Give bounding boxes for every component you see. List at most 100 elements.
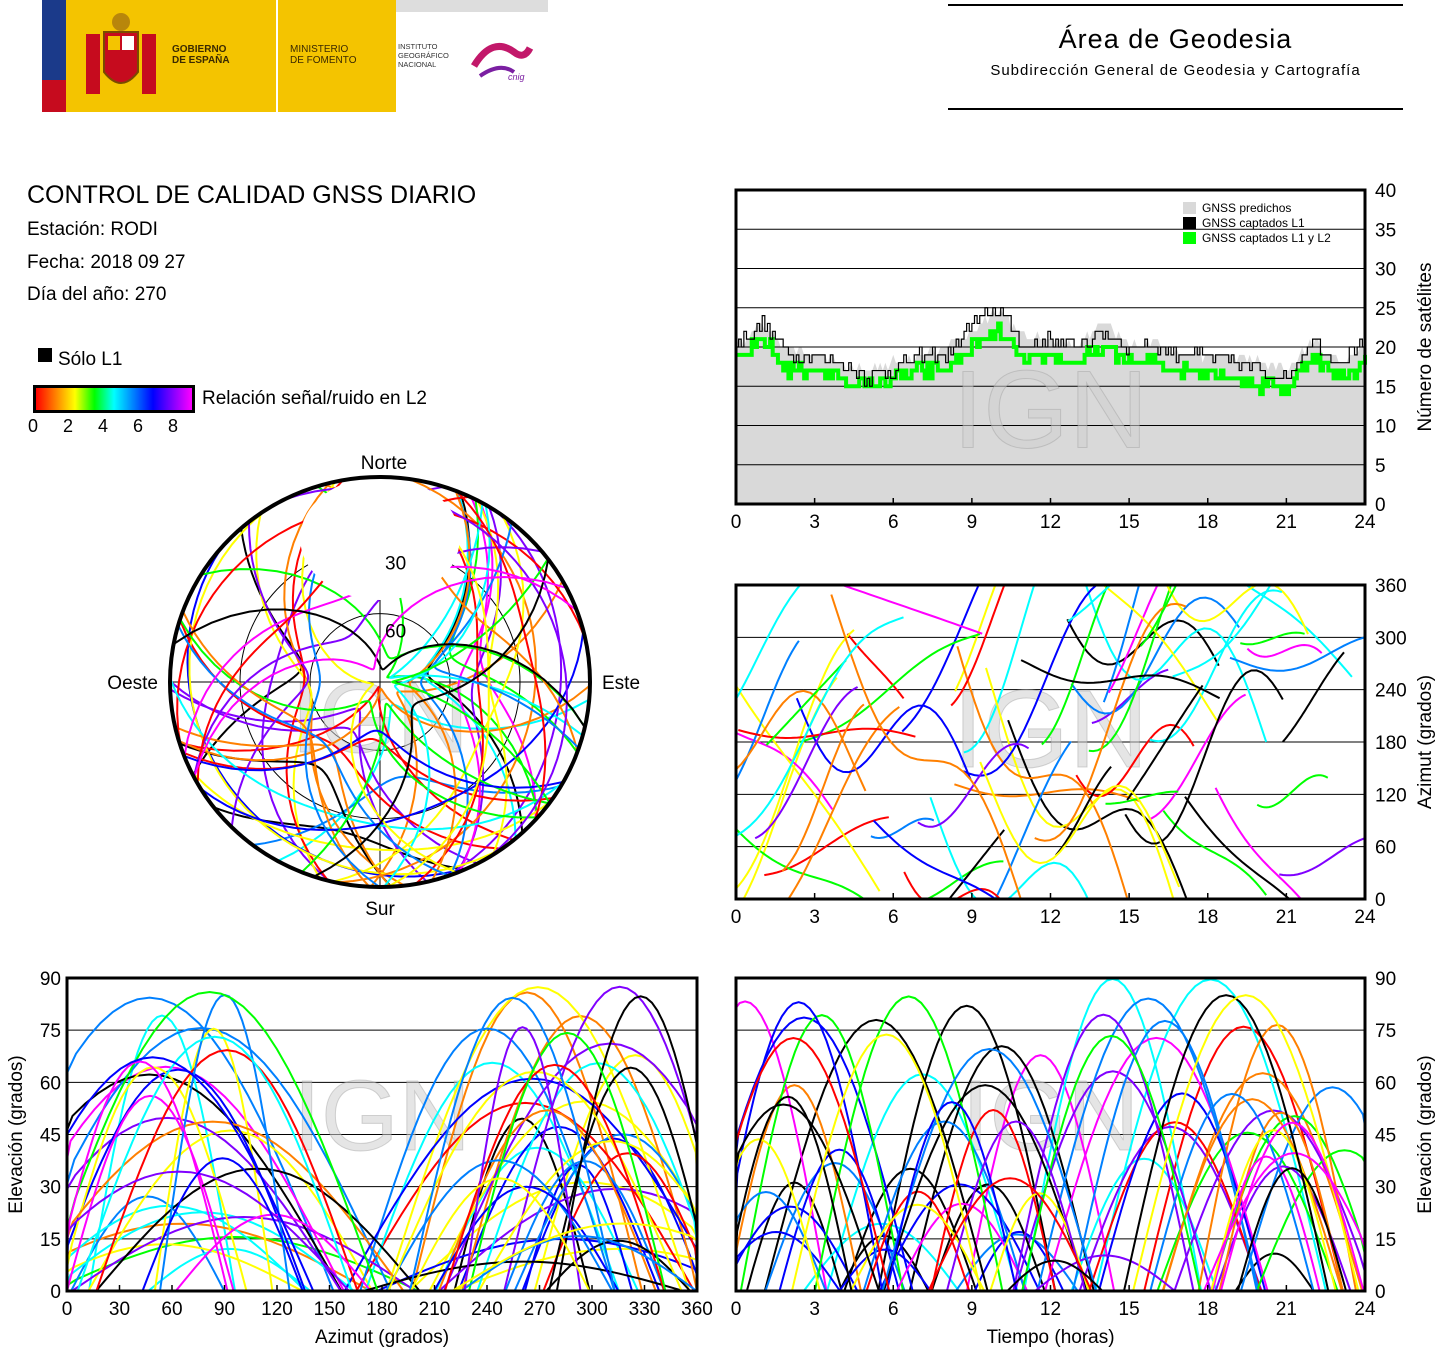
x-tick-label: 270 <box>524 1299 556 1320</box>
azimuth-track <box>929 796 1089 899</box>
satellite-track <box>186 546 471 878</box>
azimuth-track <box>994 740 1072 899</box>
elevation-time-track <box>778 1148 901 1292</box>
elevation-time-track <box>735 1205 859 1292</box>
elevation-track <box>141 1157 304 1292</box>
y-tick-label: 15 <box>1375 377 1396 398</box>
y-tick-label: 360 <box>1375 576 1407 597</box>
satellite-track <box>178 619 503 850</box>
elevation-time-track <box>945 1120 1087 1292</box>
horizon-circle <box>168 475 592 889</box>
elevation-track <box>437 1109 657 1292</box>
snr-colorbar <box>33 385 195 413</box>
satellite-track <box>383 504 491 888</box>
elevation-time-track <box>1219 1121 1365 1292</box>
azimuth-track <box>1067 585 1112 623</box>
y-tick-label: 45 <box>1375 1126 1396 1147</box>
legend-swatch <box>1183 232 1196 244</box>
y-tick-label: 90 <box>40 969 61 990</box>
y-axis-label: Número de satélites <box>1415 263 1436 432</box>
y-tick-label: 40 <box>1375 181 1396 202</box>
azimuth-track <box>736 616 904 837</box>
elevation-time-track <box>930 1108 1057 1292</box>
elevation-time-track <box>881 1047 1098 1292</box>
satellite-track <box>252 775 562 846</box>
x-tick-label: 150 <box>314 1299 346 1320</box>
elevation-track <box>95 1049 359 1292</box>
azimuth-track <box>1256 774 1329 809</box>
y-tick-label: 30 <box>40 1178 61 1199</box>
x-tick-label: 6 <box>888 512 899 533</box>
elevation-time-track <box>1211 1155 1321 1292</box>
elevation-time-track <box>965 1054 1116 1292</box>
azimuth-track <box>1124 669 1284 845</box>
y-tick-label: 75 <box>1375 1021 1396 1042</box>
azimuth-track <box>1165 585 1309 635</box>
azimuth-track <box>963 585 1036 754</box>
elevation-time-track <box>1078 1125 1263 1292</box>
elevation-track <box>408 996 616 1292</box>
satellite-track <box>456 506 503 873</box>
snr-tick: 0 <box>28 416 39 436</box>
satellite-track <box>301 702 550 873</box>
x-tick-label: 240 <box>471 1299 503 1320</box>
satellite-track <box>188 508 507 876</box>
satellite-track <box>200 630 585 831</box>
x-axis-label: Azimut (grados) <box>315 1327 449 1348</box>
cnig-logo-icon: cnig <box>470 42 534 82</box>
satellite-track <box>169 680 478 865</box>
elevation-time-track <box>1202 1152 1366 1292</box>
y-tick-label: 15 <box>40 1230 61 1251</box>
x-tick-label: 12 <box>1040 907 1061 928</box>
ministerio-block <box>278 0 396 112</box>
azimuth-track <box>901 585 980 733</box>
satellite-track <box>381 476 490 888</box>
elevation-time-track <box>735 1001 884 1292</box>
elevation-track <box>66 1060 229 1292</box>
elevation-track <box>433 1185 620 1292</box>
west-label: Oeste <box>107 673 158 694</box>
elevation-track <box>359 1027 616 1292</box>
azimuth-track <box>1126 684 1204 801</box>
eu-stars-stripe <box>42 0 66 80</box>
satellite-track <box>255 513 321 879</box>
elevation-track <box>387 1070 683 1292</box>
elevation-track <box>76 1035 353 1292</box>
y-tick-label: 45 <box>40 1126 61 1147</box>
government-banner: GOBIERNO DE ESPAÑA MINISTERIO DE FOMENTO… <box>42 0 548 112</box>
y-tick-label: 240 <box>1375 681 1407 702</box>
azimuth-track <box>738 727 916 740</box>
elevation-time-track <box>838 1248 932 1292</box>
elevation-track <box>545 1239 691 1292</box>
elevation-time-track <box>1044 1036 1269 1292</box>
y-tick-label: 90 <box>1375 969 1396 990</box>
elevation-time-track <box>885 1101 1018 1292</box>
satellite-track <box>230 521 310 828</box>
elevation-track <box>71 1215 416 1292</box>
legend-label: GNSS captados L1 <box>1202 216 1305 230</box>
x-tick-label: 15 <box>1119 1299 1140 1320</box>
azimuth-track <box>736 585 802 701</box>
elevation-track <box>463 1026 582 1292</box>
y-tick-label: 30 <box>1375 260 1396 281</box>
azimuth-track <box>839 585 983 635</box>
elevation-time-track <box>1034 1254 1176 1292</box>
y-tick-label: 20 <box>1375 338 1396 359</box>
ring-label-60: 60 <box>385 622 406 643</box>
azimuth-track <box>1279 837 1365 877</box>
elevation-time-track <box>802 1222 960 1292</box>
azimuth-track <box>787 706 900 899</box>
x-tick-label: 30 <box>109 1299 130 1320</box>
area-header: Área de Geodesia Subdirección General de… <box>948 4 1403 112</box>
x-tick-label: 300 <box>576 1299 608 1320</box>
elevation-time-track <box>813 995 1004 1292</box>
x-tick-label: 21 <box>1276 907 1297 928</box>
azimuth-track <box>736 731 834 810</box>
x-tick-label: 6 <box>888 907 899 928</box>
elevation-track <box>434 1146 639 1292</box>
x-tick-label: 9 <box>967 512 978 533</box>
satellite-track <box>178 684 591 762</box>
satellite-track <box>201 568 586 728</box>
